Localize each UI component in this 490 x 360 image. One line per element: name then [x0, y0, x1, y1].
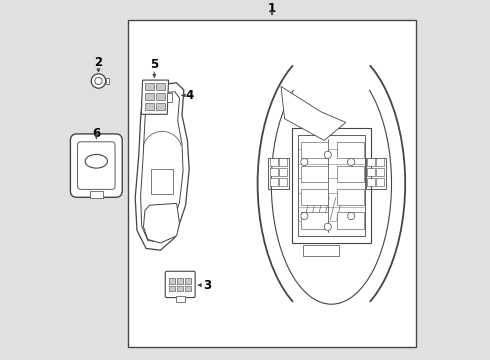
Text: 3: 3 — [203, 279, 211, 292]
Bar — [337, 189, 364, 205]
Polygon shape — [303, 245, 339, 256]
Bar — [376, 178, 384, 186]
Bar — [177, 286, 183, 292]
Bar — [337, 166, 364, 182]
Bar — [368, 168, 375, 176]
Polygon shape — [135, 83, 189, 250]
Bar — [366, 158, 387, 189]
Circle shape — [324, 151, 331, 158]
Bar — [156, 103, 165, 110]
Bar — [301, 189, 328, 205]
Bar — [167, 93, 172, 102]
Bar — [106, 78, 109, 84]
Text: 1: 1 — [268, 3, 276, 15]
FancyBboxPatch shape — [165, 271, 195, 297]
Bar — [145, 83, 154, 90]
Bar — [301, 212, 328, 229]
Bar — [269, 158, 289, 189]
FancyBboxPatch shape — [71, 134, 122, 197]
Bar — [156, 83, 165, 90]
Ellipse shape — [258, 45, 405, 322]
Bar — [376, 158, 384, 166]
Bar — [156, 93, 165, 100]
Ellipse shape — [85, 154, 107, 168]
Circle shape — [347, 158, 355, 166]
Circle shape — [91, 74, 106, 88]
Bar — [279, 178, 287, 186]
Circle shape — [301, 212, 308, 220]
Bar — [298, 135, 365, 236]
Bar — [279, 168, 287, 176]
Bar — [169, 278, 175, 284]
Bar — [185, 278, 191, 284]
Bar — [337, 142, 364, 158]
Bar — [151, 169, 173, 194]
FancyBboxPatch shape — [77, 142, 115, 189]
Circle shape — [347, 212, 355, 220]
Bar — [169, 286, 175, 292]
Text: 4: 4 — [185, 89, 194, 102]
Bar — [145, 93, 154, 100]
Bar — [90, 191, 103, 198]
Bar — [185, 286, 191, 292]
Polygon shape — [141, 80, 169, 114]
Bar — [270, 168, 278, 176]
Polygon shape — [281, 86, 346, 140]
Bar — [368, 178, 375, 186]
Bar — [337, 212, 364, 229]
Text: 5: 5 — [150, 58, 158, 71]
Circle shape — [324, 223, 331, 230]
Circle shape — [95, 77, 102, 85]
Bar — [177, 278, 183, 284]
Bar — [376, 168, 384, 176]
Bar — [176, 296, 185, 302]
Bar — [279, 158, 287, 166]
Polygon shape — [144, 203, 179, 243]
Polygon shape — [141, 92, 183, 242]
Text: 2: 2 — [95, 57, 102, 69]
Bar — [301, 166, 328, 182]
Ellipse shape — [271, 63, 392, 304]
Circle shape — [301, 158, 308, 166]
Bar — [145, 103, 154, 110]
Bar — [368, 158, 375, 166]
Bar — [292, 128, 371, 243]
Bar — [301, 142, 328, 158]
Bar — [128, 20, 416, 347]
Bar — [270, 158, 278, 166]
Bar — [270, 178, 278, 186]
Text: 6: 6 — [92, 127, 100, 140]
